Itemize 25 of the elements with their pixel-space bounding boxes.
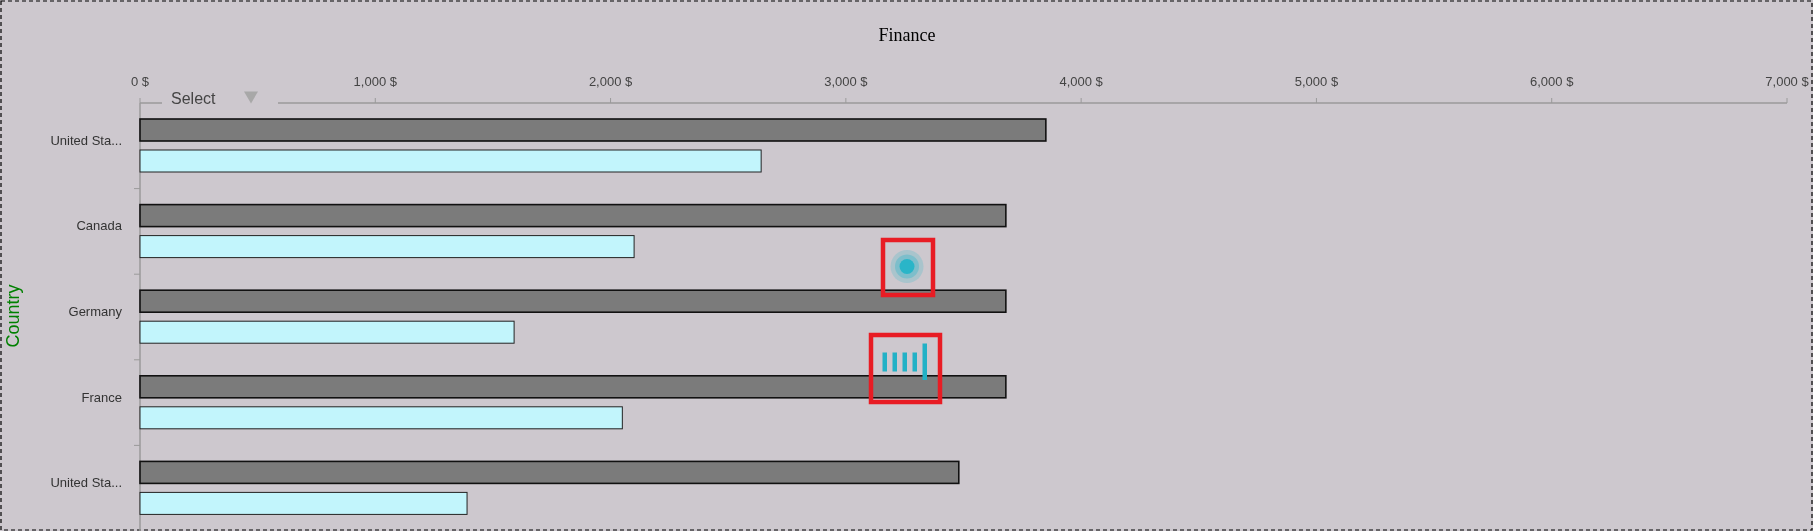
x-tick-label: 2,000 $ — [588, 74, 634, 89]
bar — [139, 491, 468, 515]
x-tick-label: 4,000 $ — [1059, 74, 1104, 89]
bar — [139, 289, 1007, 313]
y-tick-label: Germany — [68, 304, 123, 319]
x-tick-label: 0 $ — [130, 74, 150, 89]
y-tick-label: Canada — [76, 218, 123, 234]
x-tick-label: 1,000 $ — [353, 74, 398, 89]
y-tick-label: United Sta... — [50, 475, 122, 491]
y-tick-label: France — [81, 389, 122, 405]
x-tick-label: 5,000 $ — [1294, 74, 1339, 89]
x-tick-label: 3,000 $ — [824, 74, 869, 89]
y-axis-title: Country — [3, 284, 23, 348]
bar — [139, 320, 515, 344]
annotation: Select — [171, 90, 217, 107]
x-tick-label: 7,000 $ — [1765, 74, 1810, 89]
bar — [139, 149, 762, 173]
bar — [139, 406, 623, 430]
bar — [139, 235, 635, 259]
bar — [139, 203, 1007, 228]
bar — [139, 460, 960, 485]
x-tick-label: 6,000 $ — [1530, 74, 1575, 89]
y-tick-label: United Sta... — [50, 132, 122, 148]
chart-title: Finance — [878, 25, 936, 45]
bar — [139, 118, 1047, 142]
